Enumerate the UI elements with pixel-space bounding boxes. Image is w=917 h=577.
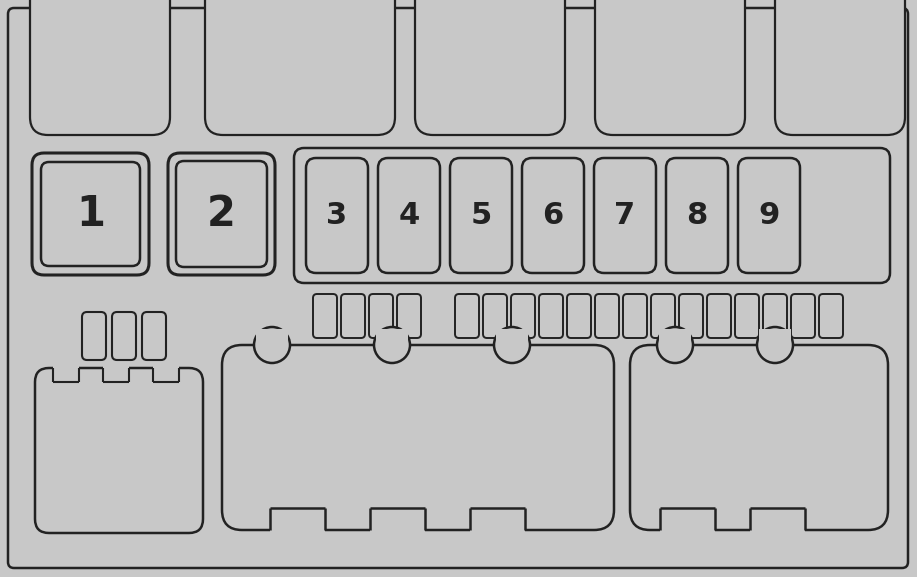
Bar xyxy=(370,507,425,533)
FancyBboxPatch shape xyxy=(455,294,479,338)
FancyBboxPatch shape xyxy=(32,153,149,275)
FancyBboxPatch shape xyxy=(483,294,507,338)
FancyBboxPatch shape xyxy=(30,0,170,135)
Circle shape xyxy=(757,327,793,363)
FancyBboxPatch shape xyxy=(630,345,888,530)
Text: 9: 9 xyxy=(758,201,779,230)
FancyBboxPatch shape xyxy=(666,158,728,273)
FancyBboxPatch shape xyxy=(294,148,890,283)
FancyBboxPatch shape xyxy=(763,294,787,338)
Circle shape xyxy=(494,327,530,363)
FancyBboxPatch shape xyxy=(775,0,905,135)
Bar xyxy=(53,366,79,384)
FancyBboxPatch shape xyxy=(306,158,368,273)
FancyBboxPatch shape xyxy=(707,294,731,338)
Text: 6: 6 xyxy=(542,201,564,230)
FancyBboxPatch shape xyxy=(735,294,759,338)
Text: 7: 7 xyxy=(614,201,635,230)
FancyBboxPatch shape xyxy=(567,294,591,338)
Bar xyxy=(417,0,563,25)
Text: 1: 1 xyxy=(76,193,105,235)
FancyBboxPatch shape xyxy=(623,294,647,338)
FancyBboxPatch shape xyxy=(595,0,745,135)
FancyBboxPatch shape xyxy=(142,312,166,360)
Text: 3: 3 xyxy=(326,201,348,230)
Circle shape xyxy=(657,327,693,363)
FancyBboxPatch shape xyxy=(313,294,337,338)
FancyBboxPatch shape xyxy=(791,294,815,338)
FancyBboxPatch shape xyxy=(651,294,675,338)
FancyBboxPatch shape xyxy=(415,0,565,135)
FancyBboxPatch shape xyxy=(82,312,106,360)
FancyBboxPatch shape xyxy=(595,294,619,338)
Text: 2: 2 xyxy=(207,193,236,235)
FancyBboxPatch shape xyxy=(539,294,563,338)
Text: 5: 5 xyxy=(470,201,492,230)
Bar xyxy=(660,507,715,533)
Bar xyxy=(496,329,528,349)
FancyBboxPatch shape xyxy=(176,161,267,267)
FancyBboxPatch shape xyxy=(397,294,421,338)
FancyBboxPatch shape xyxy=(511,294,535,338)
FancyBboxPatch shape xyxy=(341,294,365,338)
Bar xyxy=(376,329,408,349)
Bar xyxy=(750,507,805,533)
Bar xyxy=(659,329,691,349)
Text: 4: 4 xyxy=(398,201,420,230)
FancyBboxPatch shape xyxy=(41,162,140,266)
Bar xyxy=(470,507,525,533)
FancyBboxPatch shape xyxy=(222,345,614,530)
Bar xyxy=(103,366,129,384)
Circle shape xyxy=(254,327,290,363)
FancyBboxPatch shape xyxy=(112,312,136,360)
Bar xyxy=(759,329,791,349)
Bar xyxy=(207,0,393,25)
FancyBboxPatch shape xyxy=(168,153,275,275)
Text: 8: 8 xyxy=(687,201,708,230)
FancyBboxPatch shape xyxy=(35,368,203,533)
Bar xyxy=(153,366,179,384)
Bar xyxy=(777,0,903,25)
FancyBboxPatch shape xyxy=(522,158,584,273)
FancyBboxPatch shape xyxy=(738,158,800,273)
FancyBboxPatch shape xyxy=(679,294,703,338)
FancyBboxPatch shape xyxy=(450,158,512,273)
FancyBboxPatch shape xyxy=(594,158,656,273)
FancyBboxPatch shape xyxy=(378,158,440,273)
Bar xyxy=(256,329,288,349)
FancyBboxPatch shape xyxy=(369,294,393,338)
Circle shape xyxy=(374,327,410,363)
Bar xyxy=(32,0,168,25)
FancyBboxPatch shape xyxy=(8,8,908,568)
FancyBboxPatch shape xyxy=(205,0,395,135)
FancyBboxPatch shape xyxy=(819,294,843,338)
Bar xyxy=(597,0,743,25)
Bar xyxy=(270,507,325,533)
